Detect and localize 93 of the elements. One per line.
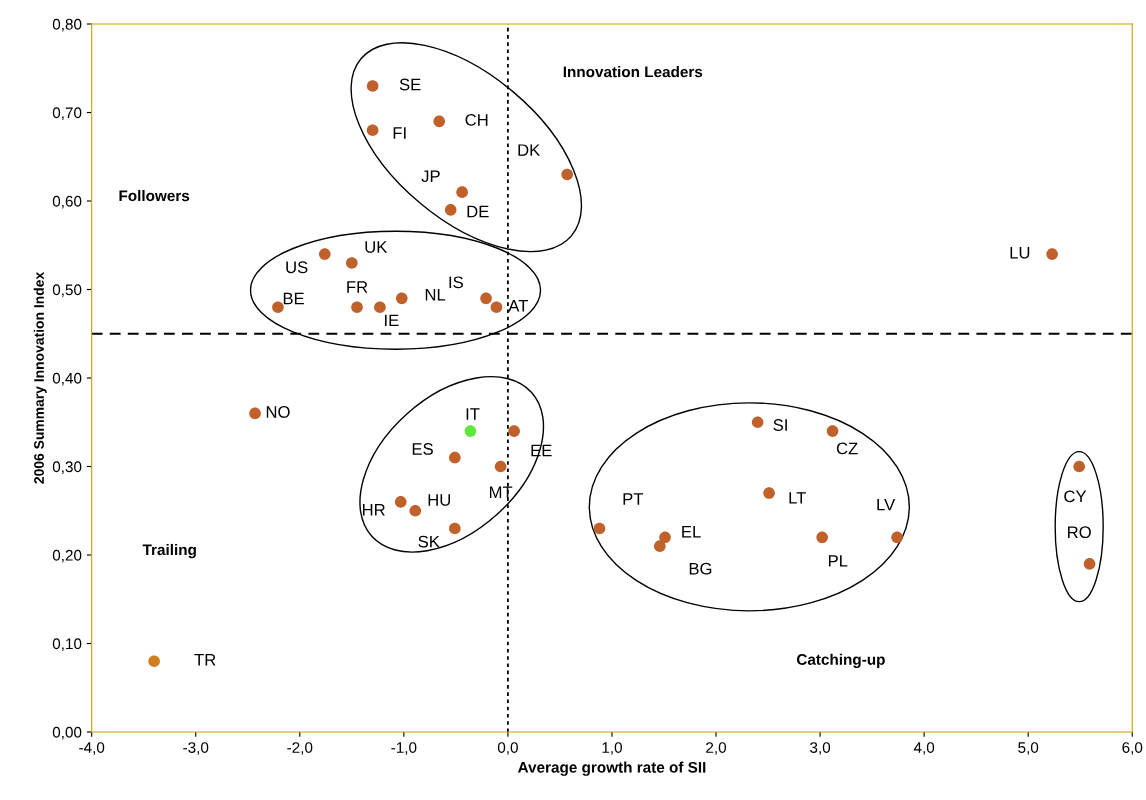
y-tick-label: 0,10: [52, 638, 82, 651]
series-label: DE: [467, 205, 489, 218]
point: [659, 531, 671, 544]
series-label: IT: [466, 408, 480, 420]
series-label: FR: [347, 281, 368, 293]
point: [148, 655, 160, 668]
y-tick-label: 0,60: [52, 195, 82, 209]
point: [763, 487, 775, 499]
point: [751, 416, 764, 429]
point: [318, 248, 331, 260]
y-tick-label: 0,50: [52, 284, 82, 297]
annotation: Catching-up: [796, 653, 885, 668]
x-tick-label: 0,0: [497, 742, 518, 755]
point: [1083, 558, 1096, 570]
series-label: ES: [412, 443, 433, 455]
series-label: SE: [399, 78, 421, 91]
series-label: BE: [283, 292, 304, 305]
annotation: Innovation Leaders: [563, 66, 703, 78]
series-label: JP: [421, 170, 440, 183]
point: [480, 292, 492, 305]
point: [366, 80, 379, 92]
x-tick-label: -2,0: [287, 742, 313, 755]
annotation: Followers: [119, 189, 190, 202]
y-tick-label: 0,20: [52, 549, 82, 563]
series-label: CY: [1064, 490, 1087, 503]
x-tick-label: 3,0: [810, 742, 831, 755]
series-label: EL: [682, 525, 701, 538]
y-tick-label: 0,70: [52, 107, 82, 120]
series-label: HU: [428, 494, 450, 506]
series-label: AT: [508, 300, 528, 312]
x-tick-label: 6,0: [1122, 742, 1143, 755]
point: [449, 451, 461, 464]
y-tick-label: 0,80: [52, 18, 82, 32]
series-label: HR: [362, 504, 385, 516]
x-axis-title: Average growth rate of SII: [517, 761, 706, 776]
series-label: IS: [449, 276, 463, 289]
point: [494, 460, 507, 473]
text: TR: [194, 654, 216, 666]
point: [1046, 248, 1058, 260]
point: [1073, 460, 1085, 473]
x-tick-label: 4,0: [913, 742, 935, 755]
series-label: BG: [689, 562, 712, 575]
series-label: CZ: [836, 442, 858, 455]
point: [433, 115, 446, 128]
point: [272, 301, 284, 314]
series-label: UK: [365, 241, 388, 253]
x-tick-label: -1,0: [391, 742, 417, 755]
point: [654, 540, 666, 552]
series-label: US: [286, 261, 308, 274]
y-tick-label: 0,30: [52, 461, 82, 474]
point: [561, 168, 574, 181]
series-label: PL: [828, 555, 848, 567]
series-label: FI: [393, 127, 406, 139]
point: [891, 531, 903, 544]
y-tick-label: 0,40: [52, 372, 82, 386]
series-label: LU: [1010, 246, 1030, 259]
point: [409, 504, 422, 517]
series-label: RO: [1068, 526, 1091, 539]
point: [374, 301, 386, 314]
x-tick-label: 1,0: [602, 742, 622, 755]
series-label: SK: [418, 535, 440, 548]
x-tick-label: 2,0: [706, 742, 727, 755]
x-tick-label: -4,0: [79, 742, 105, 755]
point: [444, 204, 457, 216]
series-label: NO: [266, 406, 290, 418]
point: [394, 496, 407, 508]
point: [249, 407, 261, 420]
series-label: NL: [425, 289, 446, 301]
point: [351, 301, 363, 314]
annotation: Trailing: [142, 543, 196, 559]
series-label: SI: [773, 419, 787, 431]
point: [449, 522, 461, 535]
series-label: LT: [789, 492, 806, 504]
series-label: LV: [877, 498, 896, 511]
point: [346, 257, 358, 269]
series-label: PT: [623, 493, 644, 505]
point: [464, 425, 477, 437]
point: [826, 425, 839, 437]
point: [456, 186, 468, 198]
series-label: DK: [518, 144, 541, 156]
point: [366, 124, 379, 137]
series-label: IE: [385, 314, 399, 327]
x-tick-label: -3,0: [183, 742, 209, 755]
point: [593, 522, 606, 535]
x-tick-label: 5,0: [1018, 742, 1039, 755]
y-axis-title: 2006 Summary Innovation Index: [33, 271, 47, 484]
series-label: MT: [489, 486, 513, 498]
point: [816, 531, 828, 544]
point: [395, 292, 408, 305]
series-label: CH: [465, 114, 488, 126]
point: [508, 425, 520, 437]
point: [490, 301, 503, 314]
y-tick-label: 0,00: [52, 726, 82, 740]
